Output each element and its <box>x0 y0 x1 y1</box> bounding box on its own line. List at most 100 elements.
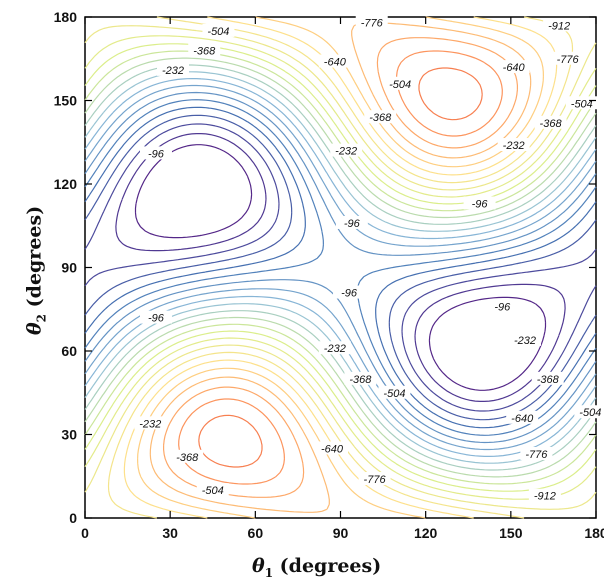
contour-label-bg <box>486 299 519 313</box>
contour-label: -232 <box>324 343 346 355</box>
contour-lines <box>84 16 597 519</box>
contour-label: -232 <box>162 65 184 77</box>
contour-label: -640 <box>321 443 344 455</box>
contour-line <box>123 16 558 519</box>
contour-label-bg <box>171 449 204 463</box>
x-tick-label: 0 <box>81 525 89 541</box>
contour-label-bg <box>157 62 190 76</box>
y-axis-unit: (degrees) <box>23 205 46 308</box>
x-axis-title: θ1 (degrees) <box>252 555 381 580</box>
contour-label-bg <box>543 18 576 32</box>
contour-label-bg <box>358 472 391 486</box>
contour-label-bg <box>355 15 388 29</box>
contour-label: -232 <box>503 140 525 152</box>
y-tick-label: 90 <box>61 260 77 276</box>
contour-label-bg <box>335 215 368 229</box>
contour-label: -504 <box>383 388 405 400</box>
contour-label-bg <box>520 446 553 460</box>
y-tick-label: 180 <box>54 9 78 25</box>
contour-line <box>84 91 597 444</box>
contour-label-bg <box>344 371 377 385</box>
contour-label-bg <box>202 23 235 37</box>
contour-label-bg <box>384 76 417 90</box>
contour-label-bg <box>315 441 348 455</box>
contour-label: -640 <box>324 57 347 69</box>
contour-label: -504 <box>389 79 411 91</box>
contour-label: -232 <box>335 146 357 158</box>
contour-label: -640 <box>511 413 534 425</box>
contour-label: -912 <box>534 491 556 503</box>
contour-label-bg <box>534 115 567 129</box>
y-axis-symbol: θ <box>23 322 46 336</box>
x-tick-label: 120 <box>414 525 438 541</box>
contour-label-bg <box>497 60 530 74</box>
contour-line <box>84 64 597 471</box>
contour-label: -912 <box>548 20 570 32</box>
y-tick-label: 0 <box>69 510 77 526</box>
contour-label-bg <box>333 285 366 299</box>
contour-label: -96 <box>341 288 358 300</box>
x-axis-symbol: θ <box>252 555 265 577</box>
contour-line <box>84 106 597 429</box>
contour-label: -96 <box>344 218 361 230</box>
contour-label-bg <box>364 110 397 124</box>
contour-label-bg <box>378 385 411 399</box>
contour-line <box>84 99 597 436</box>
plot-frame <box>84 16 597 519</box>
contour-label-bg <box>565 96 598 110</box>
x-tick-label: 180 <box>584 525 604 541</box>
contour-label-bg <box>330 143 363 157</box>
contour-label: -776 <box>525 449 548 461</box>
contour-label: -96 <box>148 313 165 325</box>
contour-labels: -504 -776 -912 -368 -232 -640 -640 -776 -504 -504… <box>134 15 604 503</box>
contour-label-bg <box>497 138 530 152</box>
contour-label: -368 <box>193 45 216 57</box>
x-tick-label: 90 <box>333 525 349 541</box>
contour-label: -504 <box>579 407 601 419</box>
contour-label-bg <box>139 146 172 160</box>
contour-label: -96 <box>494 301 511 313</box>
y-axis-title: θ2 (degrees) <box>24 190 49 350</box>
y-tick-label: 120 <box>54 176 78 192</box>
contour-line <box>134 144 547 391</box>
contour-line <box>84 50 597 485</box>
contour-label-bg <box>318 54 351 68</box>
contour-label-bg <box>318 341 351 355</box>
contour-label-bg <box>509 332 542 346</box>
contour-line <box>84 84 597 451</box>
contour-label-bg <box>463 196 496 210</box>
contour-label-bg <box>134 416 167 430</box>
contour-label: -368 <box>369 112 392 124</box>
contour-label: -640 <box>503 62 526 74</box>
contour-label: -232 <box>139 418 161 430</box>
x-axis-subscript: 1 <box>264 565 274 580</box>
contour-line <box>115 133 566 402</box>
axes: 0 30 60 90 120 150 180 0 30 60 90 120 150 180 <box>54 9 604 541</box>
contour-line <box>84 123 597 412</box>
contour-label-bg <box>196 483 229 497</box>
x-tick-label: 30 <box>162 525 178 541</box>
x-tick-label: 150 <box>499 525 523 541</box>
contour-label: -368 <box>176 452 199 464</box>
contour-label-bg <box>551 51 584 65</box>
contour-label-bg <box>188 43 221 57</box>
contour-label: -368 <box>540 118 563 130</box>
contour-line <box>107 16 574 519</box>
contour-label: -96 <box>148 148 165 160</box>
contour-label: -776 <box>557 54 580 66</box>
contour-label: -776 <box>364 474 387 486</box>
y-axis-subscript: 2 <box>34 313 49 323</box>
x-tick-label: 60 <box>248 525 264 541</box>
contour-line <box>84 43 597 492</box>
contour-label: -504 <box>207 26 229 38</box>
contour-label-bg <box>139 310 172 324</box>
contour-label: -776 <box>361 18 384 30</box>
contour-line <box>137 16 544 519</box>
contour-label-bg <box>574 405 604 419</box>
contour-label: -368 <box>349 374 372 386</box>
y-tick-label: 60 <box>61 343 77 359</box>
contour-label: -96 <box>472 198 489 210</box>
contour-label-bg <box>528 488 561 502</box>
contour-label: -232 <box>514 335 536 347</box>
x-axis-unit: (degrees) <box>279 555 382 577</box>
